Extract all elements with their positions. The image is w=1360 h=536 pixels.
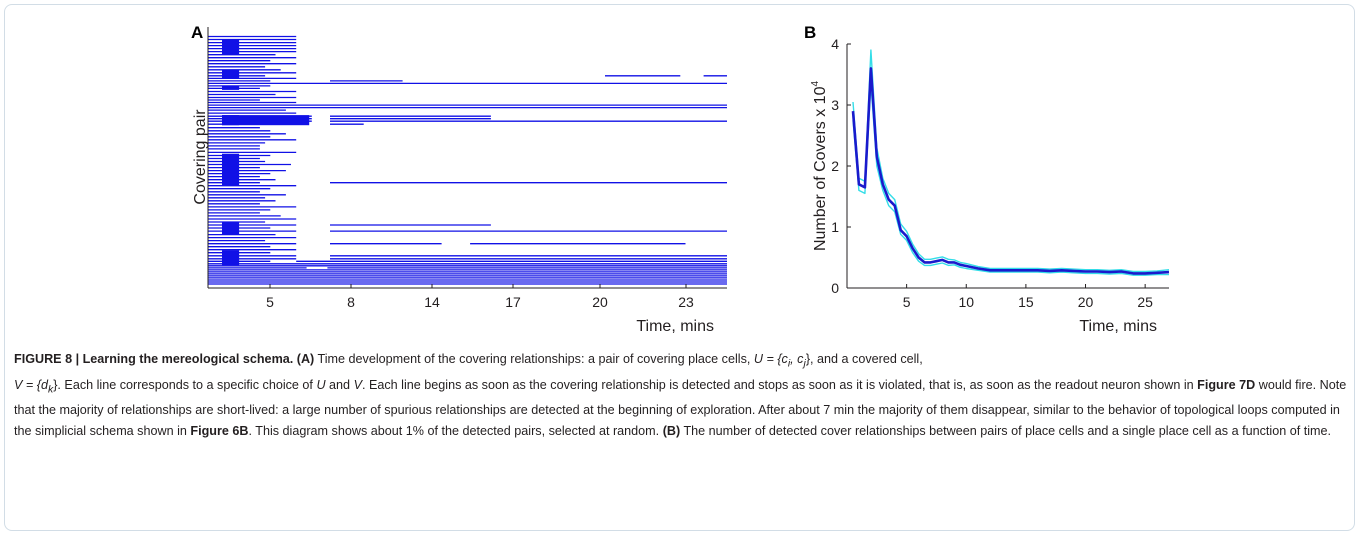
x-tick-label: 25 — [1137, 294, 1153, 310]
panel-a-letter: A — [191, 23, 203, 42]
y-tick-label: 3 — [831, 97, 839, 113]
figure-frame — [4, 4, 1355, 531]
y-tick-label: 2 — [831, 158, 839, 174]
caption-a-text-4: . This diagram shows about 1% of the det… — [248, 424, 660, 439]
panel-a-y-axis-label: Covering pair — [192, 109, 209, 205]
caption-u-var: U — [316, 377, 326, 392]
y-tick-label: 1 — [831, 219, 839, 235]
panel-b-y-ticks: 0 1 2 3 4 — [831, 36, 851, 296]
panel-b-y-axis-label: Number of Covers x 104 — [810, 81, 829, 252]
caption-v-var: V — [353, 377, 362, 392]
panel-a-x-axis-label: Time, mins — [636, 318, 714, 335]
x-tick-label: 23 — [678, 294, 694, 310]
caption-u-sub-i: i — [787, 357, 791, 370]
caption-u-def: U = {c — [753, 352, 788, 366]
x-tick-label: 8 — [347, 294, 355, 310]
caption-figure-label: FIGURE 8 | Learning the mereological sch… — [14, 352, 294, 366]
caption-v-def: V = {d — [14, 377, 48, 392]
upper-bound-line — [852, 49, 1170, 273]
y-tick-label: 0 — [831, 280, 839, 296]
caption-figure-6b-link[interactable]: Figure 6B — [190, 424, 249, 439]
panel-a-x-ticks: 5 8 14 17 20 23 — [266, 284, 694, 310]
caption-b-label: (B) — [662, 424, 681, 439]
panel-b-x-axis-label: Time, mins — [1079, 318, 1157, 335]
panel-b-letter: B — [804, 23, 816, 42]
caption-v-sub-k: k — [47, 383, 54, 396]
figure-charts: A 5 8 14 17 20 23 Covering pair Time, mins B … — [191, 23, 1170, 335]
panel-b-y-label-main: Number of Covers x 10 — [812, 86, 829, 251]
caption-u-mid: , c — [790, 352, 804, 366]
panel-b-series — [851, 49, 1170, 276]
x-tick-label: 20 — [1078, 294, 1094, 310]
mean-line — [851, 67, 1170, 275]
caption-u-end: }, and a covered cell, — [805, 352, 923, 366]
caption-a-text-3: would fire. Note that the majority of re… — [14, 377, 1347, 439]
panel-a-raster: A 5 8 14 17 20 23 Covering pair Time, mins — [191, 23, 727, 335]
x-tick-label: 10 — [958, 294, 974, 310]
caption-a-text-2: . Each line begins as soon as the coveri… — [361, 377, 1194, 392]
x-tick-label: 5 — [903, 294, 911, 310]
caption-a-text-1: Time development of the covering relatio… — [317, 352, 751, 366]
caption-v-end: }. Each line corresponds to a specific c… — [53, 377, 313, 392]
raster-dense-block — [222, 250, 240, 266]
raster-dense-block — [222, 85, 240, 90]
lower-bound-line — [852, 82, 1169, 276]
panel-b-x-ticks: 5 10 15 20 25 — [903, 284, 1153, 310]
caption-a-label: (A) — [296, 352, 315, 366]
figure-caption: FIGURE 8 | Learning the mereological sch… — [14, 349, 1347, 442]
x-tick-label: 5 — [266, 294, 274, 310]
x-tick-label: 20 — [592, 294, 608, 310]
x-tick-label: 14 — [424, 294, 440, 310]
caption-b-text: The number of detected cover relationshi… — [683, 424, 1331, 439]
raster-lines — [208, 35, 727, 285]
raster-dense-block — [222, 153, 240, 186]
x-tick-label: 15 — [1018, 294, 1034, 310]
x-tick-label: 17 — [505, 294, 521, 310]
caption-u-sub-j: j — [803, 357, 806, 370]
caption-and-word: and — [329, 377, 351, 392]
y-tick-label: 4 — [831, 36, 839, 52]
raster-dense-block — [222, 70, 240, 79]
raster-dense-block — [222, 222, 240, 235]
raster-dense-block — [222, 115, 310, 126]
panel-b-y-label-exp: 4 — [810, 81, 821, 87]
caption-figure-7d-link[interactable]: Figure 7D — [1197, 377, 1256, 392]
raster-dense-block — [222, 39, 240, 55]
